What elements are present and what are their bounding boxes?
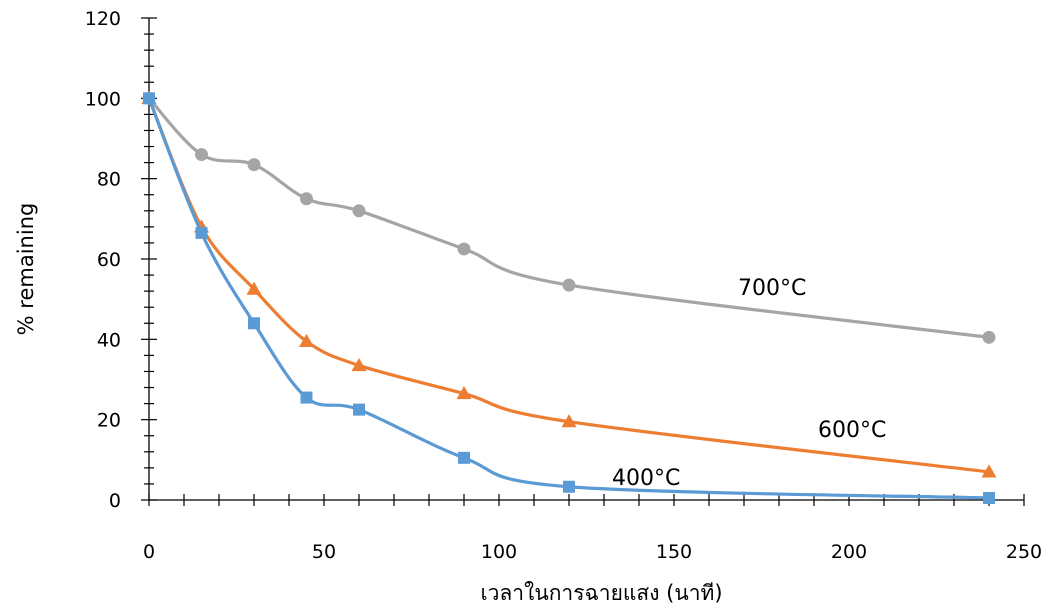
y-tick-label: 0 [109,490,121,512]
x-tick-label: 0 [143,541,155,563]
y-tick-label: 40 [97,329,121,351]
y-tick-label: 80 [97,169,121,191]
data-point [195,148,208,162]
data-point [458,451,470,464]
data-point [456,386,472,400]
data-point [352,204,366,218]
data-point [561,414,577,428]
series-layer [141,90,997,504]
data-point [457,242,471,256]
data-point [247,158,261,172]
data-point [353,403,365,416]
data-point [983,491,995,504]
data-point [248,317,260,330]
series-2 [143,92,995,504]
series-label: 400°C [612,466,680,491]
axes: 0 50 100 150 200 250 0 20 40 60 80 100 120 เวลาในการฉ… [14,8,1042,605]
data-point [982,330,996,344]
y-axis-title: % remaining [14,203,38,336]
x-tick-label: 50 [312,541,336,563]
data-point [981,464,997,478]
data-point [195,226,208,239]
y-tick-label: 20 [97,410,121,432]
data-point [299,333,314,347]
data-point [351,357,367,372]
data-point [563,480,575,493]
series-line [147,97,990,339]
series-label: 600°C [818,418,886,443]
data-point [246,281,262,295]
y-tick-label: 100 [85,88,121,110]
x-tick-label: 100 [481,541,517,563]
x-axis-title: เวลาในการฉายแสง (นาที) [480,581,722,605]
series-label: 700°C [738,276,806,301]
data-point [300,391,313,404]
x-tick-label: 250 [1006,541,1042,563]
data-point [300,192,313,206]
data-point [143,92,155,105]
x-tick-label: 150 [656,541,692,563]
labels-layer: 700°C 600°C 400°C [612,276,886,491]
data-point [562,278,576,292]
x-tick-label: 200 [831,541,867,563]
y-tick-label: 60 [97,249,121,271]
y-tick-label: 120 [85,8,121,30]
